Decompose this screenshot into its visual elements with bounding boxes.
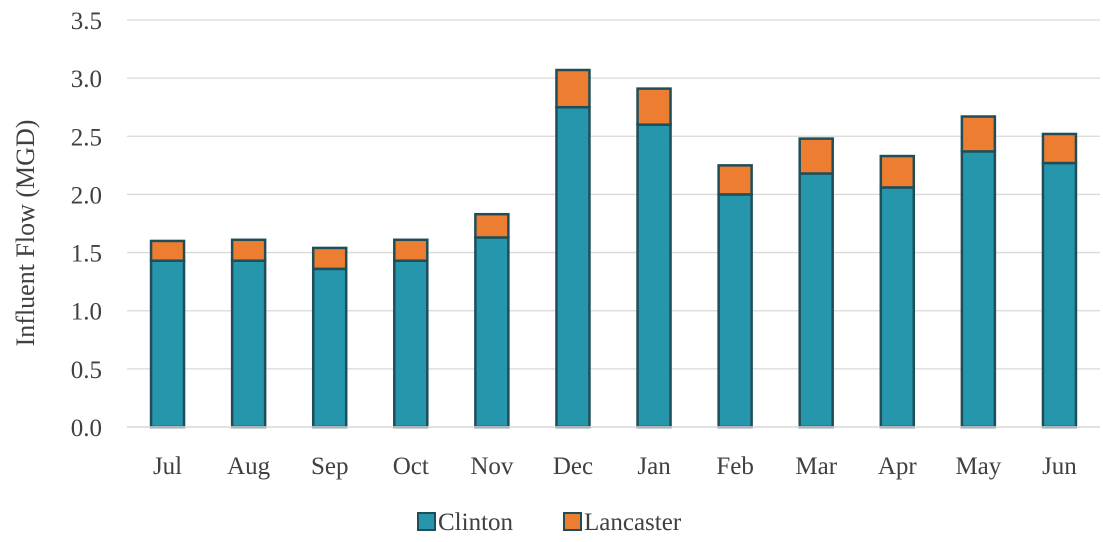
bar-clinton-dec xyxy=(555,105,591,429)
bar-clinton-oct xyxy=(393,259,429,429)
x-tick-label: Dec xyxy=(553,453,593,480)
bar-lancaster-mar xyxy=(798,137,834,175)
x-tick-label: May xyxy=(955,453,1001,480)
bar-lancaster-jun xyxy=(1041,132,1078,165)
bar-clinton-jan xyxy=(636,123,672,429)
bar-clinton-nov xyxy=(474,236,510,429)
bar-clinton-jun xyxy=(1041,161,1078,429)
bar-clinton-feb xyxy=(717,193,753,429)
y-tick-label: 3.0 xyxy=(71,66,102,93)
x-tick-label: Mar xyxy=(795,453,837,480)
y-tick-label: 0.0 xyxy=(71,415,102,442)
y-tick-label: 2.0 xyxy=(71,182,102,209)
axes: 0.0 0.5 1.0 1.5 2.0 2.5 3.0 3.5 Jul Aug Sep Oct Nov D… xyxy=(71,8,1100,480)
bar-lancaster-nov xyxy=(474,212,510,239)
bar-clinton-mar xyxy=(798,172,834,429)
x-tick-label: Oct xyxy=(393,453,429,480)
bar-lancaster-sep xyxy=(311,246,348,271)
x-tick-label: Jul xyxy=(153,453,182,480)
y-tick-label: 2.5 xyxy=(71,124,102,151)
bar-clinton-jul xyxy=(149,259,186,429)
x-tick-label: Sep xyxy=(311,453,349,480)
bar-clinton-sep xyxy=(311,267,348,429)
y-axis-label: Influent Flow (MGD) xyxy=(11,120,40,347)
y-tick-label: 0.5 xyxy=(71,357,102,384)
x-tick-label: Jun xyxy=(1042,453,1077,480)
y-tick-label: 1.0 xyxy=(71,299,102,326)
legend: Clinton Lancaster xyxy=(417,509,682,536)
x-tick-label: Jan xyxy=(637,453,671,480)
bar-lancaster-dec xyxy=(555,68,591,109)
x-tick-label: Aug xyxy=(227,453,271,480)
bar-lancaster-feb xyxy=(717,164,753,196)
legend-label-clinton: Clinton xyxy=(438,509,514,536)
x-tick-label: Apr xyxy=(878,453,918,480)
x-tick-label: Feb xyxy=(716,453,754,480)
bar-clinton-apr xyxy=(879,186,916,429)
bar-lancaster-apr xyxy=(879,154,916,189)
bar-lancaster-oct xyxy=(393,238,429,262)
bar-clinton-aug xyxy=(230,259,267,429)
legend-swatch-lancaster xyxy=(563,512,582,531)
bar-lancaster-may xyxy=(960,115,997,153)
bar-lancaster-jul xyxy=(149,239,186,262)
gridlines xyxy=(127,19,1100,370)
legend-swatch-clinton xyxy=(417,512,436,531)
x-tick-label: Nov xyxy=(470,453,514,480)
y-tick-label: 3.5 xyxy=(71,8,102,35)
bar-clinton-may xyxy=(960,150,997,429)
bar-lancaster-jan xyxy=(636,87,672,126)
bar-lancaster-aug xyxy=(230,238,267,262)
y-tick-label: 1.5 xyxy=(71,241,102,268)
legend-label-lancaster: Lancaster xyxy=(584,509,682,536)
bars xyxy=(149,68,1078,429)
